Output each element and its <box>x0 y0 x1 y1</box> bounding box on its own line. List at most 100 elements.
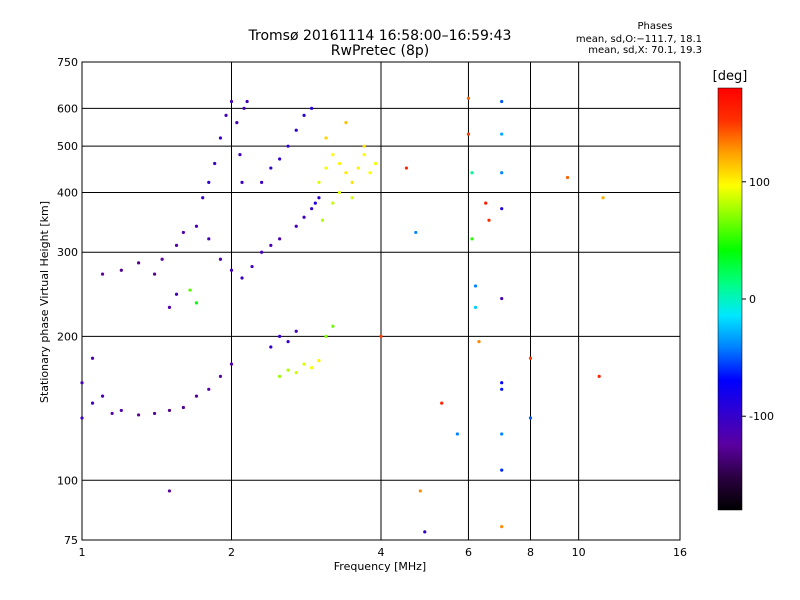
data-point <box>160 257 164 261</box>
y-tick-label: 100 <box>57 474 78 487</box>
y-tick-label: 200 <box>57 330 78 343</box>
data-point <box>404 166 409 170</box>
data-point <box>344 121 348 125</box>
data-point <box>302 113 306 117</box>
y-tick-label: 600 <box>57 102 78 115</box>
data-point <box>207 237 211 241</box>
data-point <box>136 261 141 265</box>
data-point <box>500 296 504 301</box>
stats-heading: Phases <box>637 21 672 32</box>
data-point <box>90 401 95 405</box>
data-point <box>324 136 328 140</box>
data-points <box>80 96 605 534</box>
colorbar-scale <box>717 87 743 511</box>
data-point <box>320 218 325 222</box>
data-point <box>152 272 157 276</box>
data-point <box>310 207 314 211</box>
data-point <box>294 329 298 333</box>
data-point <box>440 401 444 405</box>
colorbar-tick-label: 0 <box>749 293 756 306</box>
data-point <box>207 387 211 391</box>
data-point <box>80 416 84 420</box>
data-point <box>167 408 172 413</box>
data-point <box>455 432 459 436</box>
data-point <box>80 381 84 385</box>
data-point <box>302 362 306 366</box>
data-point <box>188 288 192 292</box>
data-point <box>337 161 342 166</box>
data-point <box>500 468 504 472</box>
data-point <box>356 166 360 170</box>
data-point <box>473 284 478 288</box>
y-tick-label: 75 <box>64 534 78 547</box>
x-axis-label: Frequency [MHz] <box>334 560 426 573</box>
data-point <box>337 190 342 195</box>
x-tick-label: 10 <box>572 546 586 559</box>
data-point <box>597 374 601 378</box>
data-point <box>100 272 105 276</box>
data-point <box>167 489 172 493</box>
x-tick-label: 6 <box>465 546 472 559</box>
data-point <box>500 171 504 175</box>
data-point <box>500 432 504 436</box>
data-point <box>350 196 354 200</box>
data-point <box>310 106 314 110</box>
data-point <box>418 489 422 493</box>
data-point <box>229 362 234 366</box>
data-point <box>229 99 234 104</box>
data-point <box>344 171 348 175</box>
data-point <box>269 166 273 170</box>
data-point <box>331 324 335 328</box>
data-point <box>245 99 249 104</box>
data-point <box>224 113 228 117</box>
data-point <box>240 276 244 280</box>
data-point <box>379 334 383 338</box>
data-point <box>324 334 328 338</box>
data-point <box>235 121 239 125</box>
data-point <box>294 370 298 375</box>
data-point <box>373 161 378 166</box>
data-point <box>260 180 264 184</box>
data-point <box>90 356 95 360</box>
data-point <box>174 243 179 248</box>
chart-subtitle: RwPretec (8p) <box>331 43 429 59</box>
data-point <box>473 305 478 309</box>
data-point <box>414 230 418 235</box>
data-point <box>500 99 504 104</box>
data-point <box>286 340 290 344</box>
chart-title: Tromsø 20161114 16:58:00–16:59:43 <box>248 28 512 44</box>
y-tick-label: 500 <box>57 140 78 153</box>
data-point <box>368 171 372 175</box>
data-point <box>260 250 264 254</box>
data-point <box>218 257 223 261</box>
data-point <box>250 264 254 269</box>
colorbar-label: [deg] <box>713 69 748 84</box>
x-tick-label: 16 <box>673 546 687 559</box>
y-tick-label: 400 <box>57 186 78 199</box>
stats-x-line: mean, sd,X: 70.1, 19.3 <box>588 45 702 56</box>
data-point <box>119 268 123 272</box>
data-point <box>194 224 199 228</box>
data-point <box>242 106 246 110</box>
data-point <box>167 305 172 309</box>
stats-o-line: mean, sd,O:−111.7, 18.1 <box>576 34 702 45</box>
data-point <box>466 96 471 100</box>
data-point <box>286 368 290 372</box>
colorbar-tick-label: 100 <box>749 176 770 189</box>
x-tick-label: 4 <box>378 546 385 559</box>
data-point <box>302 215 306 219</box>
data-point <box>500 207 504 211</box>
data-point <box>201 196 205 200</box>
data-point <box>278 374 282 378</box>
data-point <box>528 356 533 360</box>
colorbar-tick-labels: 100 0 -100 <box>742 176 774 423</box>
x-tick-labels: 1 2 4 6 8 10 16 <box>79 546 688 559</box>
data-point <box>317 180 321 184</box>
data-point <box>331 153 335 157</box>
data-point <box>601 196 605 200</box>
y-tick-labels: 75 100 200 300 400 500 600 750 <box>57 56 78 547</box>
data-point <box>487 218 491 222</box>
data-point <box>194 301 199 305</box>
data-point <box>470 237 474 241</box>
